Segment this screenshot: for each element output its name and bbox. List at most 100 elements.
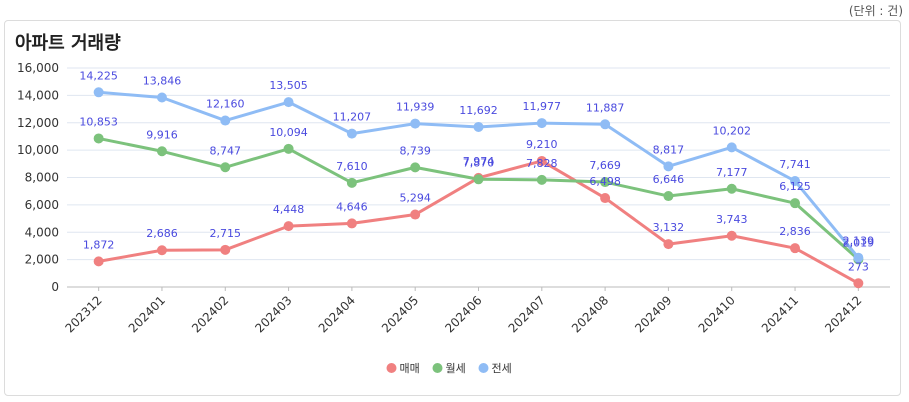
data-point bbox=[156, 146, 167, 157]
x-tick-label: 202312 bbox=[62, 293, 104, 335]
data-point bbox=[726, 142, 737, 153]
data-label: 6,646 bbox=[653, 173, 685, 186]
data-point bbox=[93, 133, 104, 144]
data-label: 3,743 bbox=[716, 213, 748, 226]
data-point bbox=[663, 191, 674, 202]
legend-marker bbox=[432, 363, 443, 373]
data-label: 13,505 bbox=[269, 79, 308, 92]
data-point bbox=[410, 209, 421, 220]
data-label: 7,741 bbox=[779, 158, 811, 171]
x-tick-label: 202406 bbox=[442, 293, 484, 335]
series-points bbox=[93, 87, 864, 289]
data-point bbox=[156, 245, 167, 256]
data-label: 8,817 bbox=[653, 143, 685, 156]
data-label: 11,977 bbox=[523, 100, 562, 113]
x-tick-label: 202401 bbox=[126, 293, 168, 335]
data-point bbox=[156, 92, 167, 103]
data-label: 11,692 bbox=[459, 104, 498, 117]
x-tick-label: 202402 bbox=[189, 293, 231, 335]
data-label: 6,125 bbox=[779, 180, 811, 193]
y-axis-ticks: 0 2,000 4,000 6,000 8,000 10,000 12,000 14,000 1… bbox=[17, 61, 59, 294]
data-point bbox=[536, 155, 547, 166]
data-point bbox=[790, 198, 801, 209]
data-label: 12,160 bbox=[206, 98, 245, 111]
data-label: 7,177 bbox=[716, 166, 748, 179]
x-tick-label: 202404 bbox=[316, 293, 358, 335]
y-tick-label: 4,000 bbox=[25, 225, 59, 239]
data-label: 7,610 bbox=[336, 160, 368, 173]
data-point bbox=[283, 221, 294, 232]
data-label: 5,294 bbox=[399, 192, 431, 205]
data-point bbox=[790, 176, 801, 187]
data-point bbox=[726, 230, 737, 241]
data-label: 11,887 bbox=[586, 101, 625, 114]
data-label: 2,019 bbox=[843, 236, 875, 249]
data-point bbox=[410, 162, 421, 173]
data-labels: 1,872 2,686 2,715 4,448 4,646 5,294 7,974 9,210… bbox=[79, 69, 874, 273]
data-point bbox=[220, 244, 231, 255]
y-tick-label: 8,000 bbox=[25, 171, 59, 185]
x-tick-label: 202411 bbox=[759, 293, 801, 335]
legend-label: 월세 bbox=[446, 362, 466, 375]
data-label: 4,646 bbox=[336, 200, 368, 213]
data-point bbox=[346, 177, 357, 188]
data-point bbox=[663, 239, 674, 250]
data-label: 7,974 bbox=[463, 155, 495, 168]
x-tick-label: 202405 bbox=[379, 293, 421, 335]
data-label: 2,139 bbox=[843, 235, 875, 248]
chart-title: 아파트 거래량 bbox=[15, 33, 121, 54]
series-lines bbox=[97, 90, 860, 285]
data-label: 10,094 bbox=[269, 126, 308, 139]
data-point bbox=[726, 183, 737, 194]
data-label: 7,828 bbox=[526, 157, 558, 170]
data-label: 1,872 bbox=[83, 238, 115, 251]
data-label: 2,686 bbox=[146, 227, 178, 240]
data-label: 10,853 bbox=[79, 115, 118, 128]
data-point bbox=[410, 118, 421, 129]
data-point bbox=[663, 161, 674, 172]
data-label: 11,207 bbox=[333, 111, 372, 124]
data-point bbox=[853, 278, 864, 289]
y-tick-label: 12,000 bbox=[17, 116, 59, 130]
y-tick-label: 16,000 bbox=[17, 61, 59, 75]
data-label: 7,669 bbox=[589, 159, 621, 172]
y-tick-label: 10,000 bbox=[17, 143, 59, 157]
data-label: 13,846 bbox=[143, 74, 182, 87]
x-axis-ticks: 202312 202401 202402 202403 202404 202405 2024… bbox=[62, 287, 864, 336]
unit-label: (단위 : 건) bbox=[848, 4, 903, 18]
data-label: 273 bbox=[848, 260, 869, 273]
x-tick-label: 202407 bbox=[506, 293, 548, 335]
legend-label: 매매 bbox=[400, 362, 420, 375]
line-chart: 0 2,000 4,000 6,000 8,000 10,000 12,000 14,000 1… bbox=[17, 61, 890, 375]
x-tick-label: 202412 bbox=[822, 293, 864, 335]
data-label: 6,498 bbox=[589, 175, 621, 188]
data-label: 8,747 bbox=[210, 144, 242, 157]
data-point bbox=[600, 119, 611, 130]
data-label: 10,202 bbox=[712, 124, 751, 137]
data-label: 9,916 bbox=[146, 128, 178, 141]
x-tick-label: 202408 bbox=[569, 293, 611, 335]
data-point bbox=[790, 243, 801, 254]
data-point bbox=[220, 115, 231, 126]
data-point bbox=[283, 97, 294, 108]
data-point bbox=[346, 218, 357, 229]
y-tick-label: 14,000 bbox=[17, 88, 59, 102]
data-label: 2,715 bbox=[210, 227, 242, 240]
data-label: 11,939 bbox=[396, 101, 435, 114]
data-label: 8,739 bbox=[399, 144, 431, 157]
legend-marker bbox=[478, 363, 489, 373]
data-label: 7,870 bbox=[463, 156, 495, 169]
x-tick-label: 202410 bbox=[696, 293, 738, 335]
data-point bbox=[93, 87, 104, 98]
data-label: 14,225 bbox=[79, 69, 118, 82]
data-point bbox=[473, 174, 484, 185]
legend: 매매 월세 전세 bbox=[386, 362, 512, 375]
y-tick-label: 2,000 bbox=[25, 253, 59, 267]
data-point bbox=[283, 143, 294, 154]
legend-marker bbox=[386, 363, 397, 373]
legend-label: 전세 bbox=[492, 362, 512, 375]
y-tick-label: 6,000 bbox=[25, 198, 59, 212]
chart-card: 아파트 거래량 0 2,000 4,000 6,000 8,000 10,000 12,00… bbox=[4, 20, 901, 396]
data-point bbox=[473, 121, 484, 132]
data-label: 3,132 bbox=[653, 221, 685, 234]
